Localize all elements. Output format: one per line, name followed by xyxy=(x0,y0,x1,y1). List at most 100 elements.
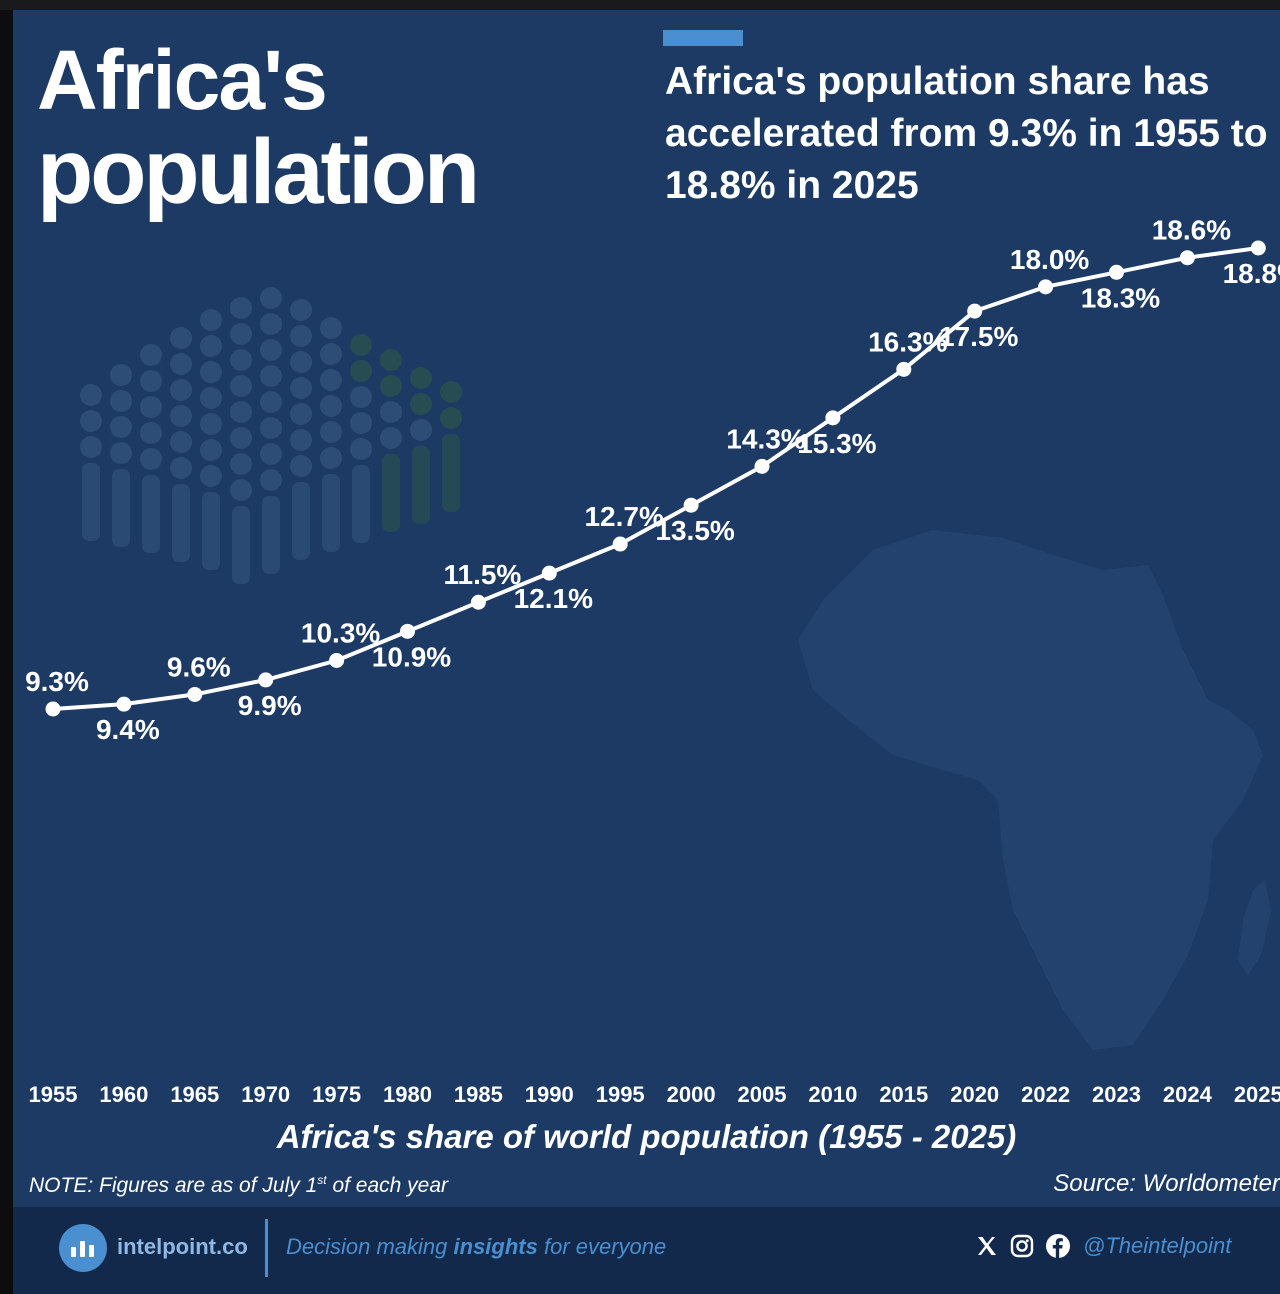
person-head-icon xyxy=(230,401,252,423)
person-head-icon xyxy=(110,442,132,464)
person-head-icon xyxy=(290,455,312,477)
data-label-2025: 18.8% xyxy=(1223,258,1280,289)
data-label-2022: 18.0% xyxy=(1010,244,1089,275)
x-icon[interactable] xyxy=(975,1234,999,1258)
x-tick-1955: 1955 xyxy=(29,1082,78,1107)
person-head-icon xyxy=(140,422,162,444)
accent-bar xyxy=(663,30,743,46)
person-head-icon xyxy=(350,386,372,408)
data-label-2023: 18.3% xyxy=(1081,282,1160,313)
person-head-icon xyxy=(290,325,312,347)
data-point-1960 xyxy=(116,697,131,712)
person-head-icon xyxy=(170,457,192,479)
x-tick-1980: 1980 xyxy=(383,1082,432,1107)
person-head-icon xyxy=(170,431,192,453)
people-icons xyxy=(80,287,462,584)
person-head-icon xyxy=(140,344,162,366)
person-head-icon xyxy=(290,403,312,425)
person-head-icon xyxy=(200,439,222,461)
x-tick-2015: 2015 xyxy=(879,1082,928,1107)
data-label-2005: 14.3% xyxy=(726,423,805,454)
data-point-2005 xyxy=(755,459,770,474)
data-point-2024 xyxy=(1180,250,1195,265)
person-head-icon xyxy=(320,421,342,443)
person-head-icon xyxy=(260,417,282,439)
person-head-icon xyxy=(260,469,282,491)
note-text: NOTE: Figures are as of July 1st of each… xyxy=(29,1173,448,1198)
x-tick-1995: 1995 xyxy=(596,1082,645,1107)
top-edge-bar xyxy=(0,0,1280,10)
person-body-icon xyxy=(352,465,370,543)
tagline-suffix: for everyone xyxy=(538,1234,666,1259)
person-body-icon xyxy=(82,463,100,541)
person-head-icon xyxy=(200,413,222,435)
person-head-icon xyxy=(410,393,432,415)
data-point-1965 xyxy=(187,687,202,702)
person-head-icon xyxy=(320,447,342,469)
x-tick-2025: 2025 xyxy=(1234,1082,1280,1107)
person-head-icon xyxy=(290,429,312,451)
person-head-icon xyxy=(380,349,402,371)
person-head-icon xyxy=(230,375,252,397)
person-head-icon xyxy=(80,436,102,458)
social-handle[interactable]: @Theintelpoint xyxy=(1083,1233,1231,1259)
person-body-icon xyxy=(382,454,400,532)
data-point-2022 xyxy=(1038,279,1053,294)
data-point-2025 xyxy=(1251,241,1266,256)
x-tick-1975: 1975 xyxy=(312,1082,361,1107)
x-tick-2024: 2024 xyxy=(1163,1082,1213,1107)
data-point-2020 xyxy=(967,304,982,319)
infographic: 9.3% 9.4% 9.6% 9.9% 10.3% 10.9% 11.5% 12.1% 12.7… xyxy=(13,10,1280,1294)
person-body-icon xyxy=(442,434,460,512)
person-head-icon xyxy=(230,453,252,475)
instagram-icon[interactable] xyxy=(1009,1233,1035,1259)
person-head-icon xyxy=(410,367,432,389)
source-text: Source: Worldometer xyxy=(1053,1170,1280,1198)
data-point-1970 xyxy=(258,672,273,687)
x-tick-2000: 2000 xyxy=(667,1082,716,1107)
facebook-icon[interactable] xyxy=(1045,1233,1071,1259)
person-head-icon xyxy=(380,401,402,423)
person-head-icon xyxy=(200,335,222,357)
person-head-icon xyxy=(140,448,162,470)
x-tick-2020: 2020 xyxy=(950,1082,999,1107)
person-head-icon xyxy=(140,396,162,418)
page-title: Africa's population xyxy=(37,34,477,218)
africa-map-silhouette xyxy=(798,530,1263,1050)
person-head-icon xyxy=(170,353,192,375)
person-head-icon xyxy=(320,395,342,417)
data-label-1990: 12.1% xyxy=(514,583,593,614)
person-body-icon xyxy=(292,482,310,560)
data-label-2010: 15.3% xyxy=(797,428,876,459)
person-head-icon xyxy=(260,287,282,309)
data-point-2015 xyxy=(896,362,911,377)
data-label-2024: 18.6% xyxy=(1152,215,1231,246)
person-body-icon xyxy=(232,506,250,584)
intelpoint-logo-icon[interactable] xyxy=(59,1224,107,1272)
person-head-icon xyxy=(230,323,252,345)
person-body-icon xyxy=(412,446,430,524)
person-body-icon xyxy=(262,496,280,574)
x-tick-1970: 1970 xyxy=(241,1082,290,1107)
title-line-1: Africa's xyxy=(37,34,477,126)
person-head-icon xyxy=(320,369,342,391)
decorative-background xyxy=(80,287,1271,1050)
person-head-icon xyxy=(320,343,342,365)
data-point-1955 xyxy=(46,702,61,717)
footer: intelpoint.co Decision making insights f… xyxy=(13,1207,1280,1294)
note-superscript: st xyxy=(317,1173,326,1187)
person-head-icon xyxy=(290,351,312,373)
note-suffix: of each year xyxy=(327,1174,448,1197)
title-line-2: population xyxy=(37,126,477,218)
data-label-2020: 17.5% xyxy=(939,321,1018,352)
tagline: Decision making insights for everyone xyxy=(286,1234,666,1260)
note-prefix: NOTE: Figures are as of July 1 xyxy=(29,1174,317,1197)
madagascar-silhouette xyxy=(1238,880,1271,975)
data-label-1955: 9.3% xyxy=(25,666,89,697)
person-body-icon xyxy=(202,492,220,570)
person-head-icon xyxy=(320,317,342,339)
data-label-1965: 9.6% xyxy=(167,651,231,682)
data-label-1960: 9.4% xyxy=(96,714,160,745)
brand-name[interactable]: intelpoint.co xyxy=(117,1234,248,1260)
x-tick-1990: 1990 xyxy=(525,1082,574,1107)
